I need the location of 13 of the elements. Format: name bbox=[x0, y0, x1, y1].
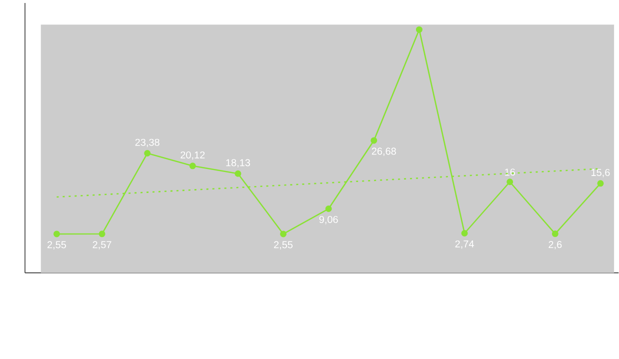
point bbox=[280, 230, 287, 238]
point bbox=[416, 26, 422, 33]
point bbox=[552, 230, 558, 238]
point bbox=[506, 178, 514, 186]
point bbox=[98, 230, 106, 238]
point bbox=[234, 170, 242, 177]
point bbox=[461, 230, 468, 237]
point bbox=[370, 137, 378, 144]
point bbox=[189, 162, 196, 170]
point bbox=[144, 150, 151, 157]
point bbox=[325, 206, 332, 212]
point bbox=[53, 230, 60, 238]
point bbox=[597, 180, 604, 187]
